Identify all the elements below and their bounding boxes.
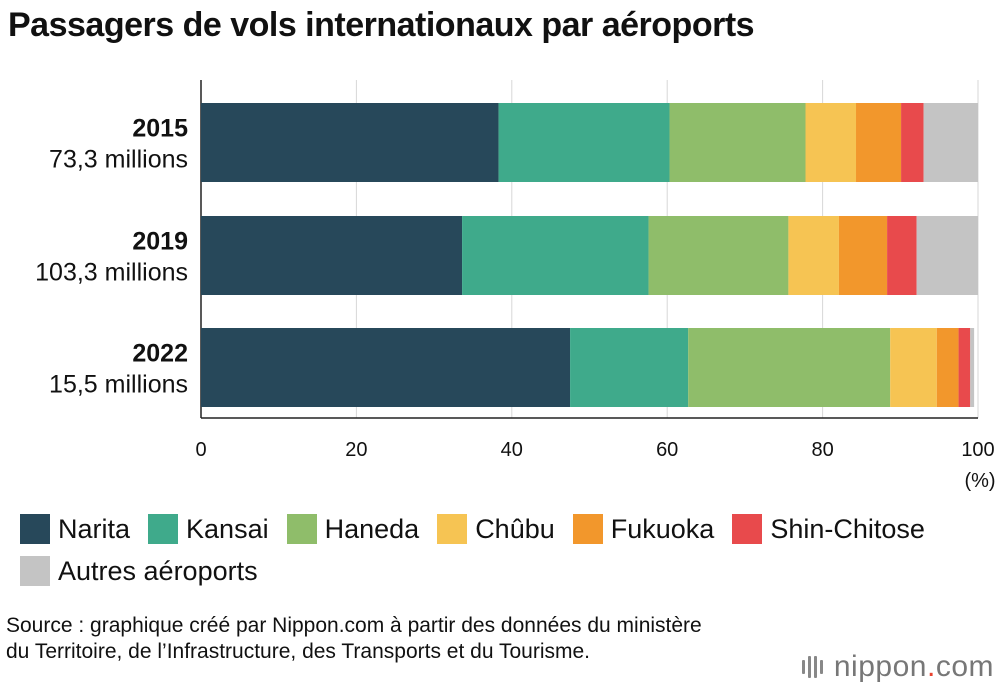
- legend-swatch: [20, 514, 50, 544]
- brand-dot: .: [926, 650, 936, 683]
- legend-item: Autres aéroports: [20, 554, 258, 588]
- legend-swatch: [437, 514, 468, 544]
- x-tick-label: 0: [195, 439, 206, 461]
- bar-segment-2015-2: [498, 103, 670, 182]
- category-total-label: 103,3 millions: [35, 259, 188, 287]
- legend-swatch: [286, 514, 317, 544]
- bar-segment-2015-6: [901, 103, 924, 182]
- legend-item: Shin-Chitose: [732, 512, 925, 546]
- legend-item: Narita: [20, 512, 130, 546]
- bar-segment-2019-4: [788, 216, 839, 295]
- bar-segment-2015-3: [669, 103, 806, 182]
- category-total-label: 15,5 millions: [49, 371, 188, 399]
- category-labels: 2015 73,3 millions 2019 103,3 millions 2022 1…: [35, 115, 188, 399]
- legend-item: Haneda: [286, 512, 420, 546]
- brand-name: nippon: [833, 650, 927, 683]
- bar-segment-2022-4: [890, 328, 937, 407]
- category-year-label: 2022: [132, 340, 188, 368]
- legend-swatch: [572, 514, 603, 544]
- legend-label: Haneda: [324, 513, 420, 544]
- legend-label: Narita: [58, 513, 131, 544]
- x-tick-label: 100: [961, 439, 994, 461]
- bar-segment-2022-1: [201, 328, 571, 407]
- bar-segment-2022-7: [970, 328, 975, 407]
- category-year-label: 2019: [132, 228, 188, 256]
- bar-segment-2022-6: [958, 328, 971, 407]
- x-tick-label: 40: [501, 439, 523, 461]
- bar-segment-2015-4: [805, 103, 857, 182]
- bar-segment-2022-2: [570, 328, 689, 407]
- bar-segment-2019-6: [887, 216, 917, 295]
- brand-tld: com: [935, 650, 994, 683]
- x-tick-label: 80: [811, 439, 833, 461]
- bar-segments: [201, 103, 978, 407]
- legend-swatch: [732, 514, 763, 544]
- brand-mark-icon: [801, 656, 826, 678]
- bar-segment-2019-2: [462, 216, 649, 295]
- legend-swatch: [20, 556, 50, 586]
- bar-segment-2022-3: [688, 328, 891, 407]
- legend-item: Fukuoka: [572, 512, 715, 546]
- x-axis-ticks: 0 20 40 60 80 100: [195, 439, 994, 461]
- legend-label: Chûbu: [475, 513, 555, 544]
- bar-segment-2022-5: [936, 328, 959, 407]
- legend-label: Fukuoka: [610, 513, 715, 544]
- legend-label: Autres aéroports: [58, 555, 258, 586]
- legend-item: Chûbu: [437, 512, 555, 546]
- source-note: Source : graphique créé par Nippon.com à…: [6, 614, 702, 663]
- legend: Narita Kansai Haneda Chûbu Fukuoka Shin-Chito…: [20, 512, 990, 588]
- bar-segment-2015-1: [201, 103, 499, 182]
- bar-segment-2019-7: [916, 216, 978, 295]
- legend-label: Shin-Chitose: [770, 513, 925, 544]
- bar-segment-2019-1: [201, 216, 463, 295]
- bar-segment-2015-7: [923, 103, 978, 182]
- category-year-label: 2015: [132, 115, 188, 143]
- bar-segment-2019-5: [838, 216, 888, 295]
- bar-segment-2015-5: [856, 103, 902, 182]
- x-tick-label: 60: [656, 439, 678, 461]
- chart-title: Passagers de vols internationaux par aér…: [8, 6, 755, 44]
- legend-label: Kansai: [186, 513, 269, 544]
- category-total-label: 73,3 millions: [49, 146, 188, 174]
- x-axis-unit: (%): [964, 470, 995, 492]
- legend-swatch: [148, 514, 179, 544]
- x-tick-label: 20: [345, 439, 367, 461]
- bar-segment-2019-3: [648, 216, 789, 295]
- legend-item: Kansai: [148, 512, 269, 546]
- brand-logo: nippon. com: [801, 650, 994, 684]
